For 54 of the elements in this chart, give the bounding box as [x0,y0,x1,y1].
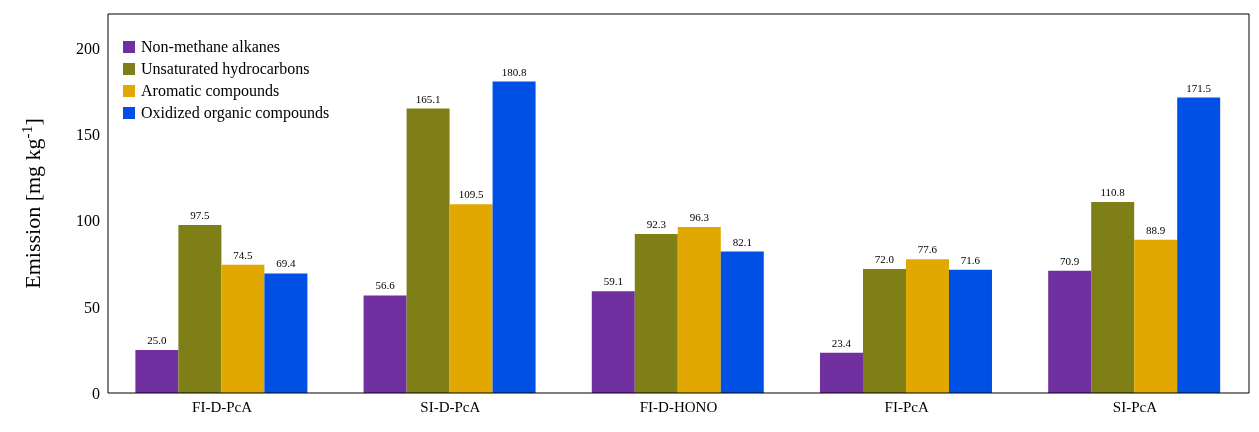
data-label: 109.5 [458,188,484,201]
bar [406,108,450,393]
legend-label: Oxidized organic compounds [141,103,330,124]
y-tick-label: 100 [76,212,100,230]
data-label: 70.9 [1060,254,1080,267]
y-tick-label: 150 [76,126,100,144]
bar [135,349,179,393]
data-label: 59.1 [603,275,623,288]
y-tick-label: 0 [92,384,100,402]
bar [948,269,992,393]
data-label: 72.0 [874,252,895,265]
bar [819,352,863,393]
data-label: 74.5 [233,248,254,261]
data-label: 171.5 [1186,81,1212,94]
x-tick-label: SI-PcA [1112,398,1158,415]
data-label: 110.8 [1100,186,1126,199]
data-label: 180.8 [501,65,527,78]
x-tick-label: SI-D-PcA [420,398,481,415]
bar [363,295,407,393]
bar [862,268,906,393]
bar [221,264,265,393]
data-label: 92.3 [646,217,667,230]
bar [178,225,222,393]
bar [1177,97,1221,393]
y-tick-label: 200 [76,40,100,58]
data-label: 96.3 [689,211,710,224]
y-tick-label: 50 [84,298,100,316]
data-label: 56.6 [375,279,396,292]
bar [264,273,308,393]
data-label: 77.6 [917,243,938,256]
bar [1134,239,1178,393]
bar [1091,202,1135,393]
data-label: 82.1 [732,235,752,248]
legend-label: Non-methane alkanes [141,37,281,57]
data-label: 71.6 [960,253,981,266]
bar [591,291,635,393]
data-label: 23.4 [831,336,852,349]
x-tick-label: FI-D-HONO [639,398,718,415]
data-label: 69.4 [276,257,297,270]
bar [1048,270,1092,393]
bar [492,81,536,393]
legend-label: Aromatic compounds [141,81,280,102]
bar [449,204,493,393]
data-label: 165.1 [415,92,441,105]
data-label: 88.9 [1146,223,1166,236]
bar [905,259,949,393]
bar [720,251,764,393]
bar [677,227,721,393]
legend-label: Unsaturated hydrocarbons [141,59,310,80]
data-label: 25.0 [147,333,168,346]
x-tick-label: FI-PcA [884,398,929,415]
bar [634,233,678,393]
x-tick-label: FI-D-PcA [192,398,253,415]
data-label: 97.5 [190,209,211,222]
